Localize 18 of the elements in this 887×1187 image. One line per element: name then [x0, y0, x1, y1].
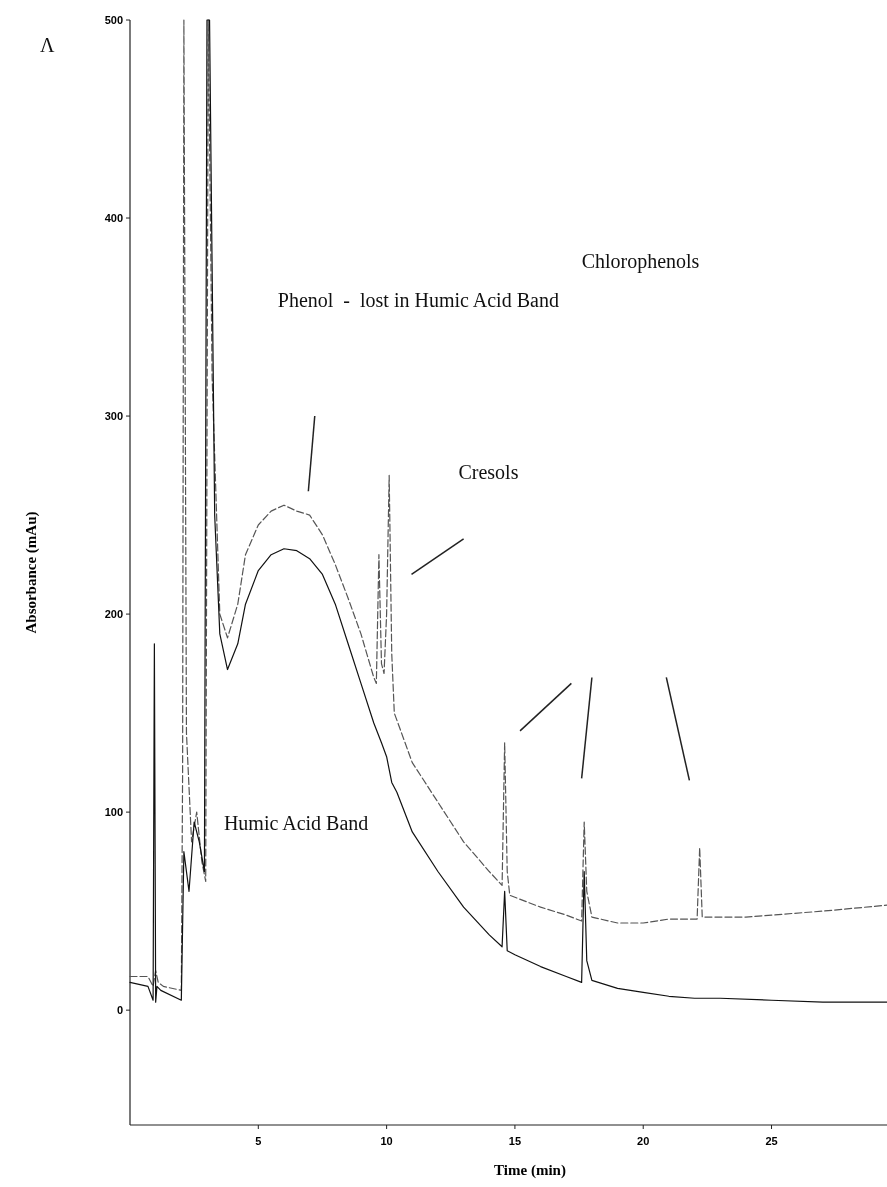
y-tick-label: 500 [104, 13, 123, 26]
y-tick-label: 400 [104, 211, 123, 224]
x-tick-label: 15 [508, 1135, 522, 1147]
text: Λ [40, 34, 55, 56]
annotation: Humic Acid Band [223, 811, 369, 834]
x-tick-label: 10 [380, 1135, 393, 1147]
annotation: Chlorophenols [581, 249, 700, 273]
annotation: Cresols [458, 461, 519, 484]
x-tick-label: 20 [637, 1135, 650, 1147]
y-tick-label: 100 [104, 805, 123, 818]
x-tick-label: 25 [765, 1135, 778, 1147]
y-tick-label: 0 [116, 1003, 123, 1016]
y-tick-label: 200 [104, 607, 123, 620]
y-tick-label: 300 [104, 409, 123, 422]
y-axis-title: Absorbance (mAu) [23, 511, 40, 634]
annotation: Phenol - lost in Humic Acid Band [277, 289, 559, 312]
x-tick-label: 5 [255, 1135, 262, 1147]
x-axis-title: Time (min) [494, 1162, 566, 1179]
